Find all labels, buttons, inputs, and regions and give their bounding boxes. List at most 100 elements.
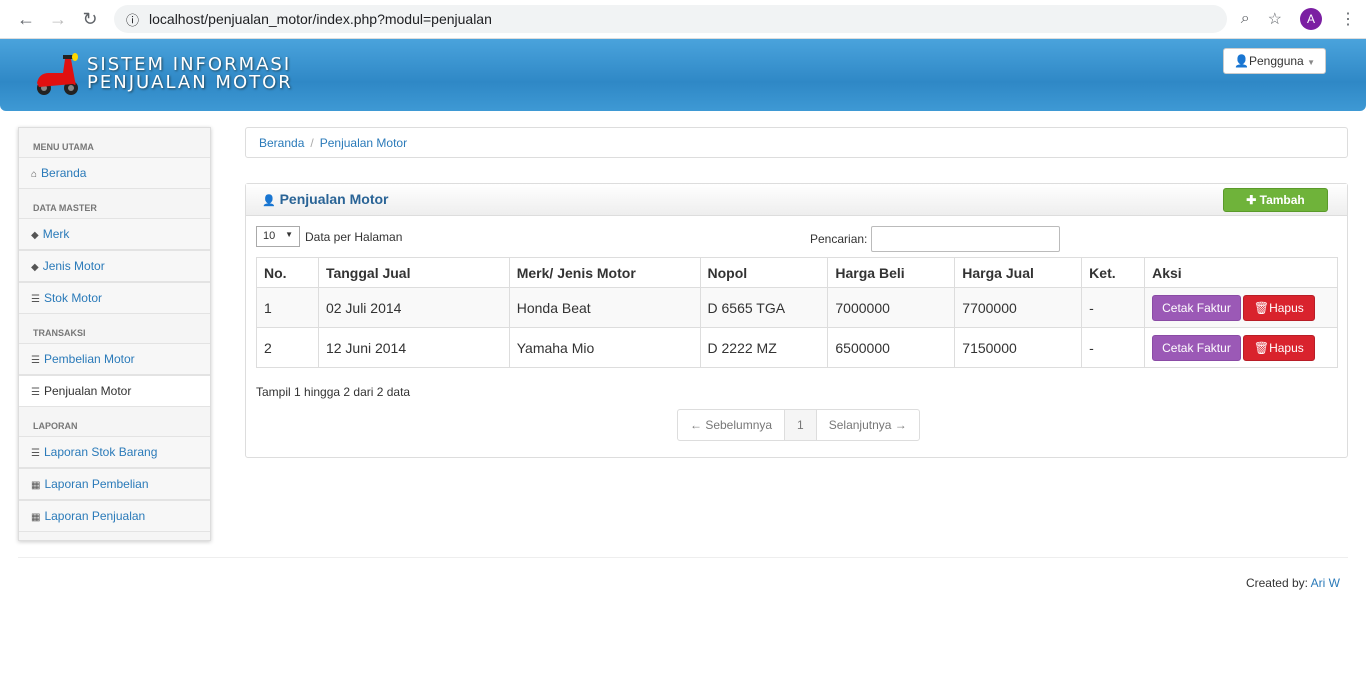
sidebar-item-beranda[interactable]: ⌂ Beranda	[19, 157, 210, 189]
table-cell: 2	[256, 327, 319, 368]
column-header[interactable]: Harga Beli	[827, 257, 956, 288]
list-icon: ☰	[31, 294, 40, 305]
footer: Created by: Ari W	[18, 557, 1348, 590]
actions-cell: Cetak Faktur 🗑Hapus	[1144, 327, 1338, 368]
reload-icon[interactable]: ↻	[82, 8, 98, 29]
actions-cell: Cetak Faktur 🗑Hapus	[1144, 287, 1338, 328]
column-header[interactable]: Harga Jual	[954, 257, 1083, 288]
forward-icon[interactable]: →	[49, 8, 67, 29]
column-header[interactable]: Aksi	[1144, 257, 1338, 288]
table-cell: -	[1081, 327, 1146, 368]
trash-icon: 🗑	[1253, 300, 1270, 315]
table-cell: D 6565 TGA	[699, 287, 829, 328]
app-title-line1: SISTEM INFORMASI	[87, 54, 292, 75]
footer-prefix: Created by:	[1245, 576, 1308, 590]
section-heading: LAPORAN	[33, 421, 78, 431]
table-cell: Yamaha Mio	[508, 327, 701, 368]
label: Stok Motor	[43, 291, 102, 305]
author-link[interactable]: Ari W	[1310, 576, 1340, 590]
column-header[interactable]: Nopol	[699, 257, 829, 288]
label: Jenis Motor	[42, 259, 105, 273]
delete-label: Hapus	[1269, 340, 1304, 355]
table-row: 2 12 Juni 2014 Yamaha Mio D 2222 MZ 6500000 7…	[256, 327, 1338, 368]
pagination: ← Sebelumnya 1 Selanjutnya →	[677, 409, 920, 441]
column-header[interactable]: Tanggal Jual	[317, 257, 510, 288]
per-page-label: Data per Halaman	[305, 229, 403, 244]
sidebar-item-laporan-penjualan[interactable]: ▦ Laporan Penjualan	[19, 500, 210, 532]
print-invoice-button[interactable]: Cetak Faktur	[1152, 294, 1241, 321]
sidebar: MENU UTAMA ⌂ Beranda DATA MASTER ◆ Merk ◆ J…	[18, 127, 211, 541]
table-cell: D 2222 MZ	[699, 327, 829, 368]
back-icon[interactable]: ←	[17, 8, 35, 29]
scooter-icon	[37, 53, 78, 95]
label: Penjualan Motor	[43, 384, 132, 398]
search-input[interactable]	[871, 226, 1061, 252]
user-menu-button[interactable]: 👤Pengguna ▼	[1223, 48, 1326, 74]
search-label: Pencarian:	[810, 232, 868, 246]
panel-title: Penjualan Motor	[279, 191, 389, 207]
zoom-icon[interactable]: ⌕	[1240, 10, 1250, 27]
menu-icon[interactable]: ⋮	[1340, 11, 1356, 28]
delete-button[interactable]: 🗑Hapus	[1242, 334, 1315, 361]
star-icon[interactable]: ☆	[1267, 11, 1282, 28]
breadcrumb-current[interactable]: Penjualan Motor	[319, 136, 408, 150]
list-icon: ☰	[31, 448, 40, 459]
add-label: Tambah	[1259, 193, 1305, 207]
app-title-line2: PENJUALAN MOTOR	[87, 72, 293, 93]
list-icon: ☰	[31, 355, 40, 366]
browser-toolbar: ← → ↻ ⓘ localhost/penjualan_motor/index.p…	[0, 0, 1366, 39]
per-page-select[interactable]: 10 ▼	[256, 226, 300, 247]
home-icon: ⌂	[31, 169, 38, 180]
app-header: SISTEM INFORMASI PENJUALAN MOTOR 👤Penggun…	[0, 39, 1366, 111]
sidebar-item-pembelian-motor[interactable]: ☰ Pembelian Motor	[19, 343, 210, 375]
tag-icon: ◆	[31, 262, 39, 273]
breadcrumb-home[interactable]: Beranda	[259, 136, 305, 150]
table-cell: 7150000	[954, 327, 1083, 368]
table-row: 1 02 Juli 2014 Honda Beat D 6565 TGA 7000000…	[256, 287, 1338, 328]
next-page-button[interactable]: Selanjutnya →	[828, 418, 907, 432]
table-cell: 6500000	[827, 327, 956, 368]
breadcrumb: Beranda / Penjualan Motor	[245, 127, 1348, 158]
table-cell: -	[1081, 287, 1146, 328]
table-cell: 7700000	[954, 287, 1083, 328]
calendar-icon: ▦	[31, 512, 41, 523]
list-icon: ☰	[31, 387, 40, 398]
sales-panel: 👤 Penjualan Motor ✚ Tambah 10 ▼ Data per H…	[245, 183, 1348, 458]
prev-page-button[interactable]: ← Sebelumnya	[678, 410, 786, 440]
user-icon: 👤	[262, 195, 276, 207]
address-bar[interactable]: ⓘ localhost/penjualan_motor/index.php?mod…	[114, 5, 1227, 33]
column-header[interactable]: No.	[256, 257, 319, 288]
table-cell: 02 Juli 2014	[317, 287, 510, 328]
table-cell: 12 Juni 2014	[317, 327, 510, 368]
caret-down-icon: ▼	[285, 230, 293, 239]
sidebar-item-laporan-pembelian[interactable]: ▦ Laporan Pembelian	[19, 468, 210, 500]
plus-icon: ✚	[1246, 193, 1257, 207]
info-icon[interactable]: ⓘ	[126, 12, 140, 28]
calendar-icon: ▦	[31, 480, 41, 491]
section-heading: DATA MASTER	[33, 203, 97, 213]
sidebar-item-stok-motor[interactable]: ☰ Stok Motor	[19, 282, 210, 314]
sidebar-item-laporan-stok[interactable]: ☰ Laporan Stok Barang	[19, 436, 210, 468]
add-button[interactable]: ✚ Tambah	[1223, 188, 1328, 212]
logo[interactable]: SISTEM INFORMASI PENJUALAN MOTOR	[35, 51, 293, 97]
column-header[interactable]: Ket.	[1081, 257, 1146, 288]
table-info: Tampil 1 hingga 2 dari 2 data	[256, 385, 411, 399]
url-text: localhost/penjualan_motor/index.php?modu…	[149, 11, 492, 27]
column-header[interactable]: Merk/ Jenis Motor	[508, 257, 701, 288]
trash-icon: 🗑	[1253, 340, 1270, 355]
print-invoice-button[interactable]: Cetak Faktur	[1152, 334, 1241, 361]
sidebar-item-merk[interactable]: ◆ Merk	[19, 218, 210, 250]
table-cell: 7000000	[827, 287, 956, 328]
per-page-value: 10	[263, 230, 276, 242]
label: Laporan Penjualan	[44, 509, 146, 523]
user-menu-label: Pengguna	[1249, 54, 1304, 68]
label: Laporan Stok Barang	[43, 445, 158, 459]
delete-button[interactable]: 🗑Hapus	[1242, 294, 1315, 321]
avatar[interactable]: A	[1300, 8, 1322, 30]
page-1-button[interactable]: 1	[785, 410, 817, 440]
sidebar-item-penjualan-motor[interactable]: ☰ Penjualan Motor	[19, 375, 210, 407]
section-heading: MENU UTAMA	[33, 142, 94, 152]
caret-down-icon: ▼	[1307, 58, 1315, 67]
sidebar-item-jenis-motor[interactable]: ◆ Jenis Motor	[19, 250, 210, 282]
delete-label: Hapus	[1269, 300, 1304, 315]
